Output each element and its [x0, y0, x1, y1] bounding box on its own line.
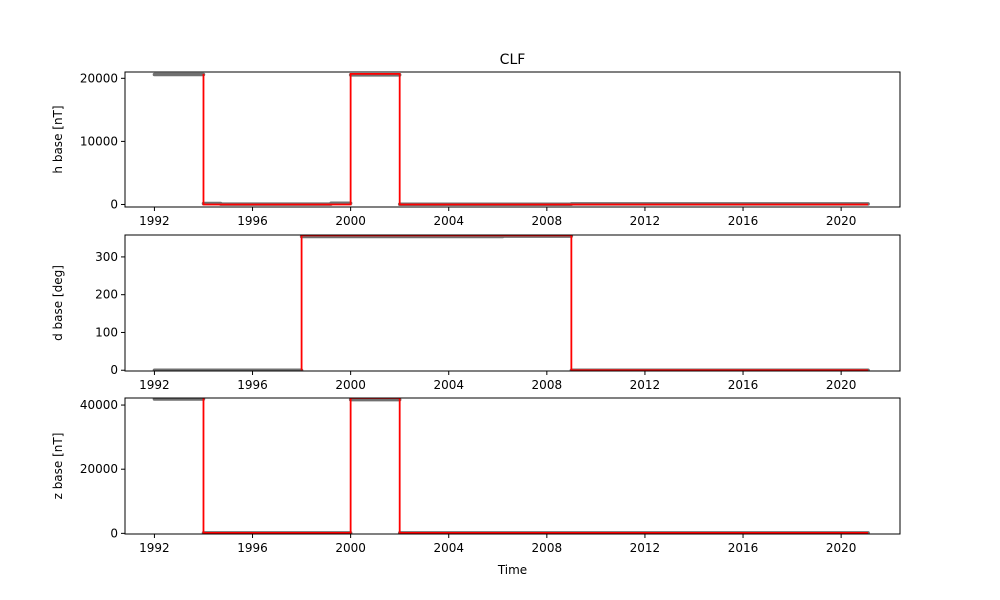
x-tick-label: 2004	[433, 378, 464, 392]
x-tick-label: 2000	[335, 378, 366, 392]
y-tick-label: 10000	[80, 134, 118, 148]
y-tick-label: 200	[95, 288, 118, 302]
y-tick-label: 0	[110, 526, 118, 540]
x-tick-label: 2004	[433, 214, 464, 228]
x-tick-label: 1992	[139, 378, 170, 392]
x-tick-label: 2016	[728, 541, 759, 555]
x-tick-label: 2008	[532, 541, 563, 555]
x-tick-label: 2008	[532, 214, 563, 228]
subplot-1: 1992 1996 2000 2004 2008 2012 2016 2020 0 10000 20…	[51, 71, 901, 228]
chart-title: CLF	[500, 52, 526, 68]
x-tick-label: 2016	[728, 378, 759, 392]
x-tick-label: 2012	[630, 378, 661, 392]
x-axis-label: Time	[497, 563, 527, 577]
plot-area	[152, 398, 870, 534]
x-tick-label: 2008	[532, 378, 563, 392]
baseline-line	[202, 72, 869, 206]
x-tick-label: 1992	[139, 541, 170, 555]
x-tick-label: 2012	[630, 214, 661, 228]
y-axis-label: h base [nT]	[51, 105, 65, 173]
x-tick-label: 1996	[237, 541, 268, 555]
y-tick-label: 100	[95, 325, 118, 339]
x-tick-label: 2020	[826, 378, 857, 392]
x-tick-label: 2020	[826, 214, 857, 228]
y-tick-label: 20000	[80, 71, 118, 85]
x-tick-label: 2000	[335, 214, 366, 228]
y-tick-label: 0	[110, 363, 118, 377]
x-tick-label: 1996	[237, 214, 268, 228]
axes-frame	[124, 397, 901, 535]
y-axis-label: z base [nT]	[51, 433, 65, 500]
axes-frame	[124, 234, 901, 372]
subplot-panels: 1992 1996 2000 2004 2008 2012 2016 202001000020…	[51, 71, 901, 555]
x-tick-label: 2004	[433, 541, 464, 555]
x-tick-label: 2016	[728, 214, 759, 228]
x-tick-label: 2000	[335, 541, 366, 555]
x-tick-label: 1992	[139, 214, 170, 228]
baseline-line	[202, 398, 869, 534]
x-tick-label: 2020	[826, 541, 857, 555]
x-tick-label: 2012	[630, 541, 661, 555]
y-tick-label: 40000	[80, 398, 118, 412]
axes-frame	[124, 71, 901, 208]
plot-area	[152, 72, 870, 206]
y-tick-label: 20000	[80, 462, 118, 476]
y-tick-label: 300	[95, 250, 118, 264]
y-tick-label: 0	[110, 197, 118, 211]
x-tick-label: 1996	[237, 378, 268, 392]
subplot-2: 1992 1996 2000 2004 2008 2012 2016 2020 0 100 200 3…	[51, 234, 901, 392]
subplot-3: 1992 1996 2000 2004 2008 2012 2016 2020 0 20000 40…	[51, 397, 901, 555]
y-axis-label: d base [deg]	[51, 265, 65, 341]
